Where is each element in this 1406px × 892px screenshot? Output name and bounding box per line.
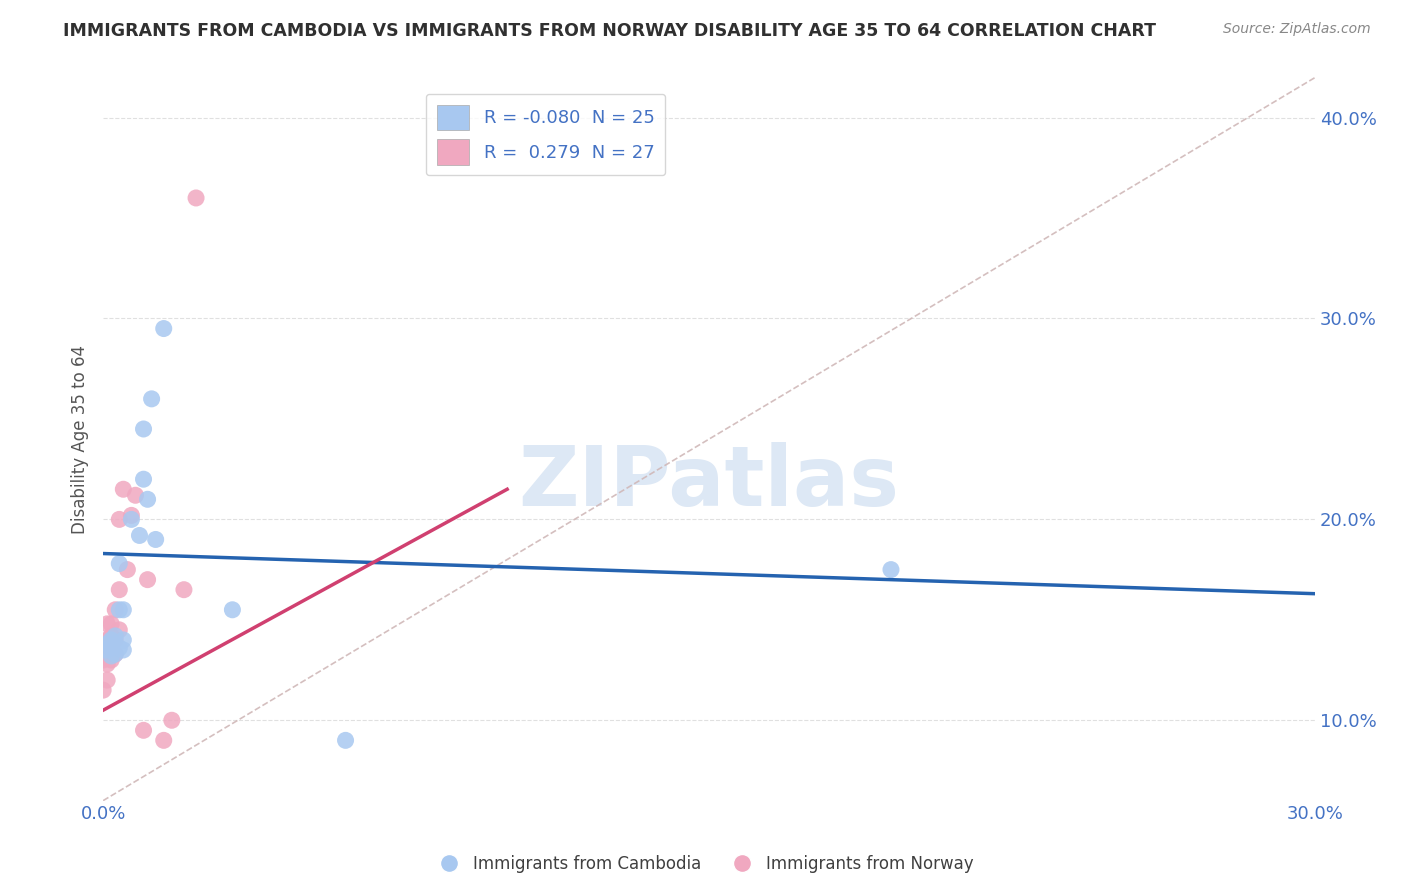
Point (152, 321, 174, 335)
Point (96, 657, 118, 671)
Point (96, 637, 118, 651)
Point (100, 640, 122, 655)
Text: ZIPatlas: ZIPatlas (519, 442, 900, 523)
Text: Source: ZipAtlas.com: Source: ZipAtlas.com (1223, 22, 1371, 37)
Point (96, 643, 118, 657)
Y-axis label: Disability Age 35 to 64: Disability Age 35 to 64 (72, 344, 89, 533)
Point (112, 643, 135, 657)
Point (880, 563, 903, 577)
Point (145, 533, 167, 547)
Point (104, 647, 127, 661)
Point (108, 512, 131, 526)
Point (160, 713, 183, 727)
Point (91, 653, 114, 667)
Point (96, 616, 118, 631)
Point (132, 723, 155, 738)
Point (96, 632, 118, 647)
Legend: R = -0.080  N = 25, R =  0.279  N = 27: R = -0.080 N = 25, R = 0.279 N = 27 (426, 94, 665, 176)
Point (136, 492, 159, 507)
Point (141, 392, 163, 406)
Point (104, 632, 127, 647)
Point (108, 603, 131, 617)
Point (120, 512, 142, 526)
Point (100, 616, 122, 631)
Point (104, 603, 127, 617)
Point (108, 640, 131, 655)
Point (104, 647, 127, 661)
Point (100, 643, 122, 657)
Point (184, 191, 207, 205)
Point (96, 647, 118, 661)
Point (112, 482, 135, 496)
Point (108, 557, 131, 571)
Point (221, 603, 243, 617)
Point (128, 528, 150, 542)
Point (104, 637, 127, 651)
Point (112, 603, 135, 617)
Point (112, 632, 135, 647)
Point (100, 648, 122, 663)
Legend: Immigrants from Cambodia, Immigrants from Norway: Immigrants from Cambodia, Immigrants fro… (426, 848, 980, 880)
Point (100, 653, 122, 667)
Point (132, 422, 155, 436)
Point (152, 733, 174, 747)
Point (108, 582, 131, 597)
Point (120, 508, 142, 523)
Text: IMMIGRANTS FROM CAMBODIA VS IMMIGRANTS FROM NORWAY DISABILITY AGE 35 TO 64 CORRE: IMMIGRANTS FROM CAMBODIA VS IMMIGRANTS F… (63, 22, 1156, 40)
Point (100, 629, 122, 643)
Point (132, 472, 155, 486)
Point (104, 629, 127, 643)
Point (117, 563, 139, 577)
Point (91, 683, 114, 698)
Point (100, 632, 122, 647)
Point (108, 623, 131, 637)
Point (335, 733, 357, 747)
Point (173, 582, 195, 597)
Point (136, 573, 159, 587)
Point (124, 488, 146, 502)
Point (96, 673, 118, 687)
